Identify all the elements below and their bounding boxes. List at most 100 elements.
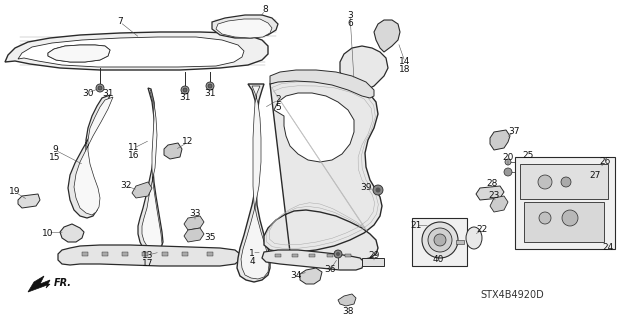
Text: 8: 8 — [262, 5, 268, 14]
Text: 17: 17 — [142, 258, 154, 268]
Bar — [182, 252, 188, 256]
Circle shape — [428, 228, 452, 252]
Polygon shape — [338, 294, 356, 306]
Text: 30: 30 — [83, 88, 93, 98]
Circle shape — [504, 168, 512, 176]
Text: 39: 39 — [360, 183, 372, 192]
Circle shape — [206, 82, 214, 90]
Text: 13: 13 — [142, 250, 154, 259]
Text: 26: 26 — [599, 158, 611, 167]
Circle shape — [539, 212, 551, 224]
Circle shape — [336, 252, 340, 256]
Circle shape — [538, 175, 552, 189]
Polygon shape — [490, 196, 508, 212]
Polygon shape — [132, 182, 152, 198]
Text: 36: 36 — [324, 265, 336, 275]
Polygon shape — [374, 20, 400, 52]
Polygon shape — [184, 228, 204, 242]
Bar — [524, 202, 604, 242]
Text: 29: 29 — [368, 250, 380, 259]
Polygon shape — [216, 19, 272, 38]
Polygon shape — [138, 88, 163, 253]
Circle shape — [561, 177, 571, 187]
Polygon shape — [142, 90, 162, 250]
Text: 2: 2 — [275, 95, 281, 105]
Bar — [520, 164, 608, 199]
Polygon shape — [74, 97, 113, 215]
Circle shape — [376, 188, 381, 192]
Circle shape — [98, 86, 102, 90]
Text: 11: 11 — [128, 144, 140, 152]
Circle shape — [208, 84, 212, 88]
Ellipse shape — [466, 227, 482, 249]
Polygon shape — [237, 84, 270, 282]
Circle shape — [505, 159, 511, 165]
Polygon shape — [300, 268, 322, 284]
Bar — [82, 252, 88, 256]
Text: 23: 23 — [488, 190, 500, 199]
Text: 38: 38 — [342, 307, 354, 315]
Polygon shape — [212, 15, 278, 38]
Text: 31: 31 — [204, 90, 216, 99]
Text: STX4B4920D: STX4B4920D — [480, 290, 544, 300]
Polygon shape — [18, 194, 40, 208]
Polygon shape — [264, 78, 382, 260]
Text: 1: 1 — [249, 249, 255, 257]
Text: 33: 33 — [189, 209, 201, 218]
Text: 10: 10 — [42, 228, 54, 238]
Text: 12: 12 — [182, 137, 194, 146]
Text: 6: 6 — [347, 19, 353, 27]
Polygon shape — [184, 216, 204, 230]
Text: 35: 35 — [204, 233, 216, 241]
Polygon shape — [48, 45, 110, 62]
Bar — [292, 254, 298, 257]
Text: 31: 31 — [179, 93, 191, 102]
Bar — [309, 254, 315, 257]
Text: 22: 22 — [476, 226, 488, 234]
Polygon shape — [270, 70, 374, 98]
Polygon shape — [48, 45, 110, 62]
Text: 34: 34 — [291, 271, 301, 279]
Circle shape — [562, 210, 578, 226]
Bar — [122, 252, 128, 256]
Bar — [275, 254, 281, 257]
Polygon shape — [28, 276, 50, 292]
Bar — [412, 218, 467, 266]
Polygon shape — [18, 37, 244, 67]
Text: 37: 37 — [508, 128, 520, 137]
Circle shape — [183, 88, 187, 92]
Bar — [456, 240, 464, 244]
Polygon shape — [476, 186, 504, 200]
Circle shape — [434, 234, 446, 246]
Polygon shape — [274, 93, 354, 162]
Text: 15: 15 — [49, 153, 61, 162]
Text: 7: 7 — [117, 18, 123, 26]
Bar — [207, 252, 213, 256]
Text: 18: 18 — [399, 65, 411, 75]
Polygon shape — [60, 224, 84, 242]
Text: 40: 40 — [432, 256, 444, 264]
Polygon shape — [340, 46, 388, 90]
FancyBboxPatch shape — [515, 157, 615, 249]
Text: 3: 3 — [347, 11, 353, 19]
Text: 25: 25 — [522, 151, 534, 160]
Bar — [345, 254, 351, 257]
Text: 31: 31 — [102, 88, 114, 98]
Circle shape — [422, 222, 458, 258]
Circle shape — [373, 185, 383, 195]
Polygon shape — [241, 86, 269, 279]
Text: 19: 19 — [9, 188, 20, 197]
Text: 20: 20 — [502, 153, 514, 162]
Text: 14: 14 — [399, 57, 411, 66]
Text: 5: 5 — [275, 103, 281, 113]
Text: 32: 32 — [120, 182, 132, 190]
Text: FR.: FR. — [54, 278, 72, 288]
Text: 4: 4 — [249, 256, 255, 265]
Polygon shape — [262, 250, 364, 270]
Bar — [362, 258, 384, 266]
Text: 24: 24 — [602, 243, 614, 253]
Bar — [327, 254, 333, 257]
Text: 21: 21 — [410, 220, 422, 229]
Polygon shape — [58, 245, 240, 266]
Text: 27: 27 — [589, 170, 601, 180]
